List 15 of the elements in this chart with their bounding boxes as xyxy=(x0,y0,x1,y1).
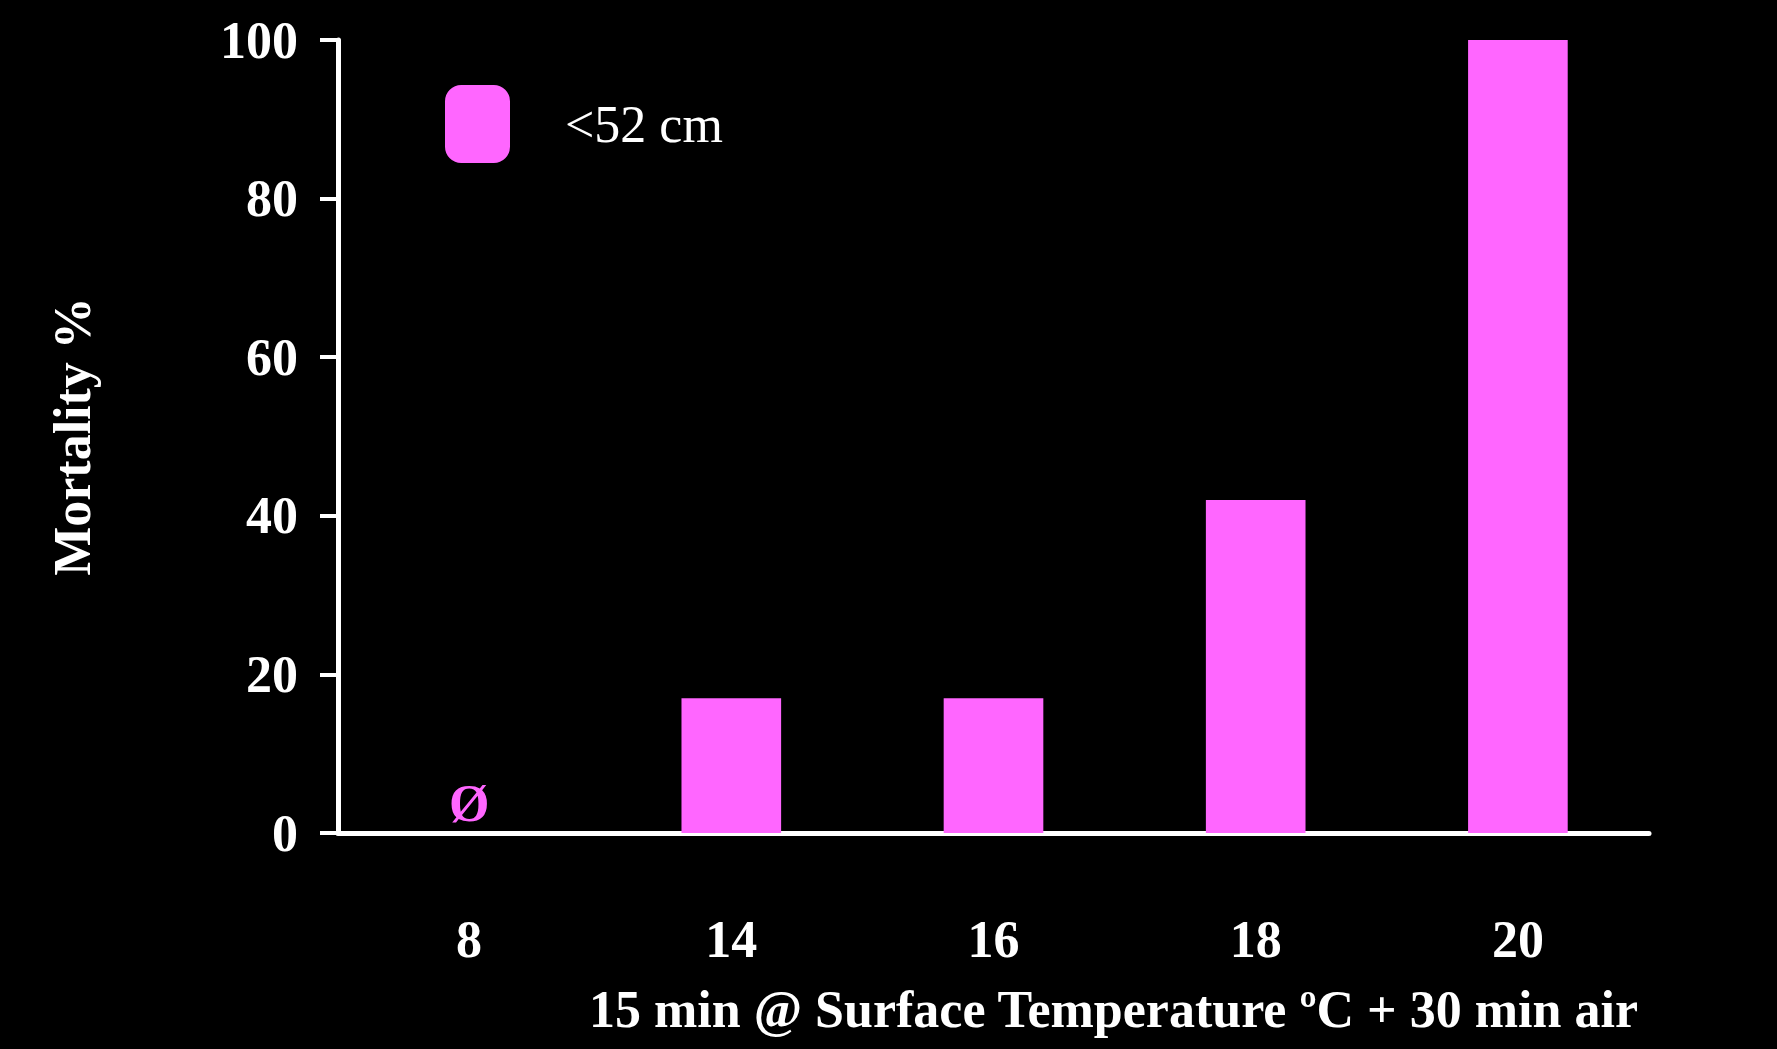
y-tick-label: 100 xyxy=(220,11,298,69)
x-tick-label: 8 xyxy=(456,910,483,968)
y-tick-label: 80 xyxy=(246,170,298,228)
x-tick-label: 18 xyxy=(1229,910,1282,968)
x-tick-label: 20 xyxy=(1491,910,1544,968)
y-axis-title: Mortality % xyxy=(43,297,101,576)
annotation: Ø xyxy=(448,774,490,832)
x-axis-title: 15 min @ Surface Temperature ºC + 30 min air xyxy=(589,980,1638,1038)
legend-label: <52 cm xyxy=(565,95,723,153)
y-tick-label: 60 xyxy=(246,328,298,386)
x-tick-label: 16 xyxy=(967,910,1020,968)
y-tick-label: 0 xyxy=(272,804,298,862)
y-tick-label: 40 xyxy=(246,487,298,545)
y-tick-label: 20 xyxy=(246,645,298,703)
x-tick-label: 14 xyxy=(705,910,758,968)
